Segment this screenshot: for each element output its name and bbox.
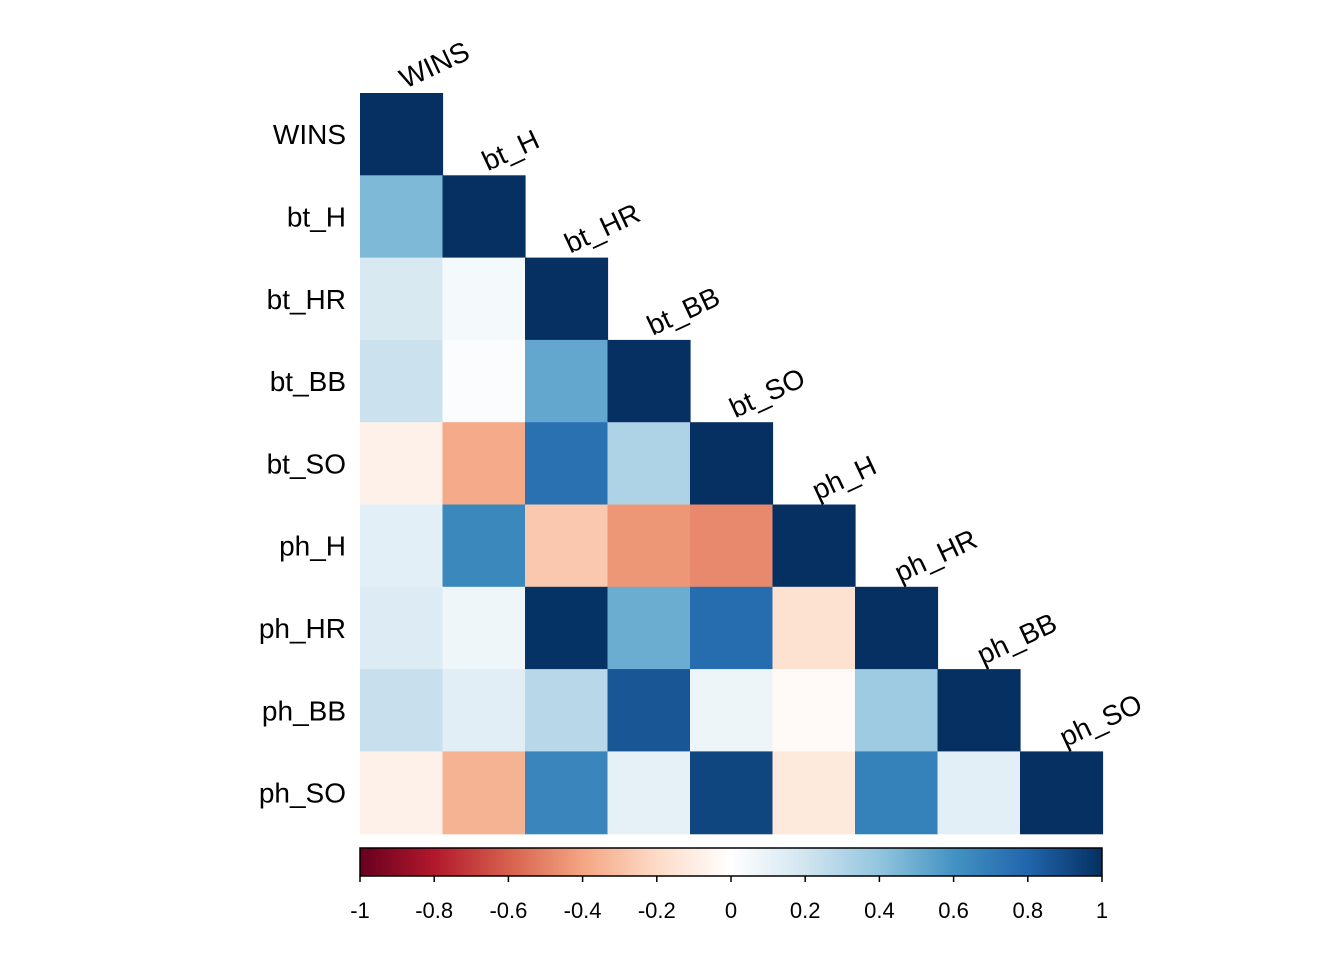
- row-label-bt_HR: bt_HR: [267, 284, 346, 315]
- heatmap-cells: [360, 93, 1104, 835]
- color-legend: -1 -0.8 -0.6 -0.4 -0.2 0 0.2 0.4 0.6 0.8 1: [350, 847, 1108, 923]
- column-label-bt_SO: bt_SO: [725, 362, 810, 424]
- legend-tick-label: 0.4: [864, 898, 895, 923]
- heatmap-cell-ph_HR-bt_HR: [525, 586, 609, 670]
- column-label-ph_HR: ph_HR: [890, 523, 982, 588]
- heatmap-cell-ph_HR-bt_H: [442, 586, 526, 670]
- row-label-ph_H: ph_H: [279, 531, 346, 562]
- column-label-WINS: WINS: [395, 35, 474, 94]
- heatmap-cell-bt_SO-bt_SO: [690, 422, 774, 506]
- legend-tick-label: 0.6: [938, 898, 969, 923]
- heatmap-cell-ph_BB-ph_BB: [937, 669, 1021, 752]
- column-label-ph_BB: ph_BB: [972, 607, 1061, 671]
- heatmap-cell-ph_BB-bt_SO: [690, 669, 774, 752]
- column-label-ph_H: ph_H: [807, 450, 881, 506]
- row-label-ph_HR: ph_HR: [259, 613, 346, 644]
- heatmap-cell-bt_HR-bt_H: [442, 257, 526, 341]
- row-label-ph_BB: ph_BB: [262, 695, 346, 726]
- heatmap-cell-ph_SO-ph_BB: [937, 751, 1021, 835]
- heatmap-cell-bt_BB-bt_HR: [525, 339, 609, 423]
- legend-tick-label: -0.6: [489, 898, 527, 923]
- heatmap-cell-ph_BB-ph_H: [772, 669, 856, 752]
- column-label-bt_H: bt_H: [477, 124, 544, 177]
- legend-tick-label: -0.4: [564, 898, 602, 923]
- heatmap-cell-bt_SO-bt_H: [442, 422, 526, 506]
- heatmap-cell-bt_H-WINS: [360, 175, 444, 259]
- column-label-bt_HR: bt_HR: [560, 197, 645, 259]
- heatmap-cell-ph_SO-ph_SO: [1020, 751, 1104, 835]
- legend-tick-label: 0.2: [790, 898, 821, 923]
- column-label-ph_SO: ph_SO: [1055, 688, 1147, 753]
- heatmap-cell-ph_BB-bt_BB: [607, 669, 691, 752]
- heatmap-cell-ph_BB-bt_H: [442, 669, 526, 752]
- heatmap-cell-bt_SO-bt_BB: [607, 422, 691, 506]
- heatmap-cell-ph_SO-bt_HR: [525, 751, 609, 835]
- heatmap-cell-ph_H-bt_SO: [690, 504, 774, 588]
- heatmap-cell-bt_BB-WINS: [360, 339, 444, 423]
- legend-tick-label: -1: [350, 898, 370, 923]
- color-legend-ticks: -1 -0.8 -0.6 -0.4 -0.2 0 0.2 0.4 0.6 0.8 1: [350, 876, 1108, 923]
- heatmap-cell-ph_SO-bt_H: [442, 751, 526, 835]
- row-label-bt_H: bt_H: [287, 201, 346, 232]
- heatmap-cell-ph_SO-ph_H: [772, 751, 856, 835]
- heatmap-cell-ph_BB-bt_HR: [525, 669, 609, 752]
- heatmap-cell-ph_H-ph_H: [772, 504, 856, 588]
- heatmap-cell-bt_SO-bt_HR: [525, 422, 609, 506]
- heatmap-cell-bt_BB-bt_H: [442, 339, 526, 423]
- heatmap-cell-bt_HR-bt_HR: [525, 257, 609, 341]
- heatmap-cell-bt_HR-WINS: [360, 257, 444, 341]
- heatmap-cell-ph_HR-bt_BB: [607, 586, 691, 670]
- heatmap-cell-WINS-WINS: [360, 93, 444, 176]
- heatmap-cell-ph_HR-ph_HR: [855, 586, 939, 670]
- color-legend-bar: [359, 847, 1103, 877]
- heatmap-cell-ph_H-WINS: [360, 504, 444, 588]
- heatmap-cell-ph_BB-ph_HR: [855, 669, 939, 752]
- row-label-ph_SO: ph_SO: [259, 778, 346, 809]
- heatmap-cell-bt_SO-WINS: [360, 422, 444, 506]
- row-labels: WINS bt_H bt_HR bt_BB bt_SO ph_H ph_HR ph_BB ph_…: [259, 119, 346, 808]
- legend-tick-label: -0.2: [638, 898, 676, 923]
- row-label-bt_BB: bt_BB: [270, 366, 346, 397]
- legend-tick-label: 0: [725, 898, 737, 923]
- heatmap-cell-ph_BB-WINS: [360, 669, 444, 752]
- heatmap-cell-bt_BB-bt_BB: [607, 339, 691, 423]
- legend-tick-label: 0.8: [1013, 898, 1044, 923]
- heatmap-cell-bt_H-bt_H: [442, 175, 526, 259]
- heatmap-cell-ph_SO-bt_SO: [690, 751, 774, 835]
- heatmap-cell-ph_SO-bt_BB: [607, 751, 691, 835]
- heatmap-cell-ph_H-bt_H: [442, 504, 526, 588]
- legend-tick-label: 1: [1096, 898, 1108, 923]
- column-label-bt_BB: bt_BB: [642, 281, 724, 341]
- heatmap-cell-ph_HR-ph_H: [772, 586, 856, 670]
- heatmap-cell-ph_SO-ph_HR: [855, 751, 939, 835]
- heatmap-cell-ph_H-bt_HR: [525, 504, 609, 588]
- row-label-bt_SO: bt_SO: [267, 448, 346, 479]
- legend-tick-label: -0.8: [415, 898, 453, 923]
- heatmap-cell-ph_H-bt_BB: [607, 504, 691, 588]
- heatmap-cell-ph_HR-WINS: [360, 586, 444, 670]
- heatmap-cell-ph_SO-WINS: [360, 751, 444, 835]
- heatmap-cell-ph_HR-bt_SO: [690, 586, 774, 670]
- row-label-WINS: WINS: [273, 119, 346, 150]
